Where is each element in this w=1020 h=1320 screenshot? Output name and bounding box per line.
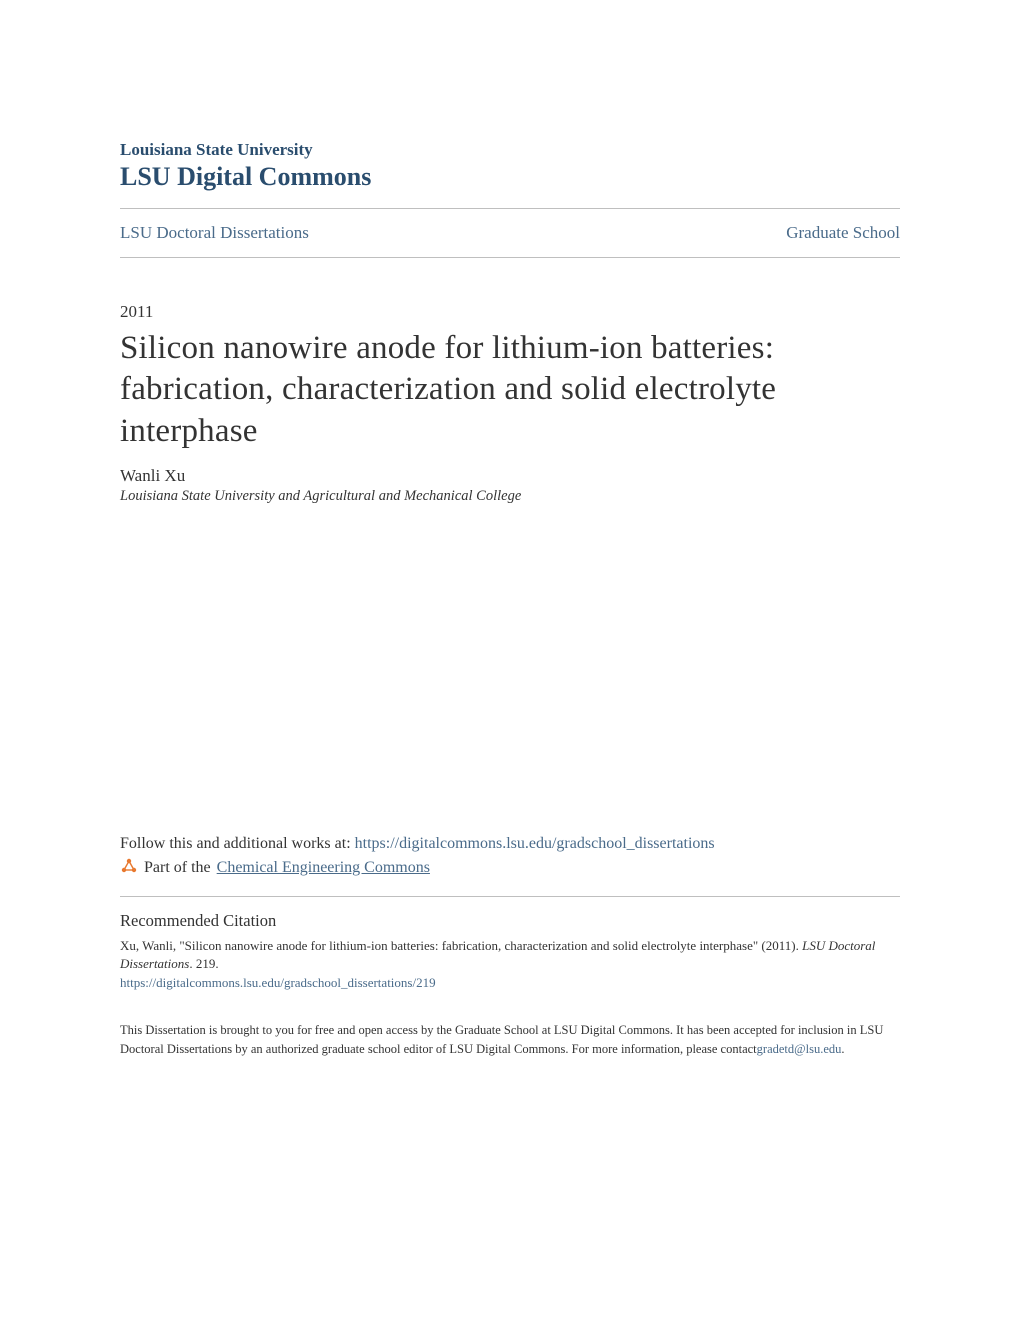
network-icon: [120, 857, 138, 880]
contact-email-link[interactable]: gradetd@lsu.edu: [757, 1042, 842, 1056]
citation-prefix: Xu, Wanli, "Silicon nanowire anode for l…: [120, 938, 802, 953]
follow-line: Follow this and additional works at: htt…: [120, 835, 900, 853]
citation-heading: Recommended Citation: [120, 911, 900, 931]
follow-prefix: Follow this and additional works at:: [120, 835, 355, 852]
publication-year: 2011: [120, 302, 900, 322]
partof-line: Part of the Chemical Engineering Commons: [120, 857, 900, 880]
author-affiliation: Louisiana State University and Agricultu…: [120, 488, 900, 505]
citation-url: https://digitalcommons.lsu.edu/gradschoo…: [120, 975, 900, 991]
disclaimer-period: .: [841, 1042, 844, 1056]
citation-text: Xu, Wanli, "Silicon nanowire anode for l…: [120, 937, 900, 973]
author-name: Wanli Xu: [120, 466, 900, 486]
site-name[interactable]: LSU Digital Commons: [120, 162, 900, 192]
divider: [120, 257, 900, 258]
repository-header: Louisiana State University LSU Digital C…: [120, 140, 900, 258]
collection-url-link[interactable]: https://digitalcommons.lsu.edu/gradschoo…: [355, 835, 715, 852]
commons-discipline-link[interactable]: Chemical Engineering Commons: [217, 859, 430, 877]
collection-link[interactable]: LSU Doctoral Dissertations: [120, 223, 309, 243]
document-title: Silicon nanowire anode for lithium-ion b…: [120, 328, 900, 452]
partof-prefix: Part of the: [144, 859, 211, 877]
disclaimer: This Dissertation is brought to you for …: [120, 1021, 900, 1059]
citation-suffix: . 219.: [189, 956, 218, 971]
citation-block: Recommended Citation Xu, Wanli, "Silicon…: [120, 896, 900, 991]
breadcrumb-row: LSU Doctoral Dissertations Graduate Scho…: [120, 209, 900, 257]
parent-collection-link[interactable]: Graduate School: [786, 223, 900, 243]
institution-name: Louisiana State University: [120, 140, 900, 160]
citation-url-link[interactable]: https://digitalcommons.lsu.edu/gradschoo…: [120, 975, 436, 990]
follow-section: Follow this and additional works at: htt…: [120, 835, 900, 1059]
